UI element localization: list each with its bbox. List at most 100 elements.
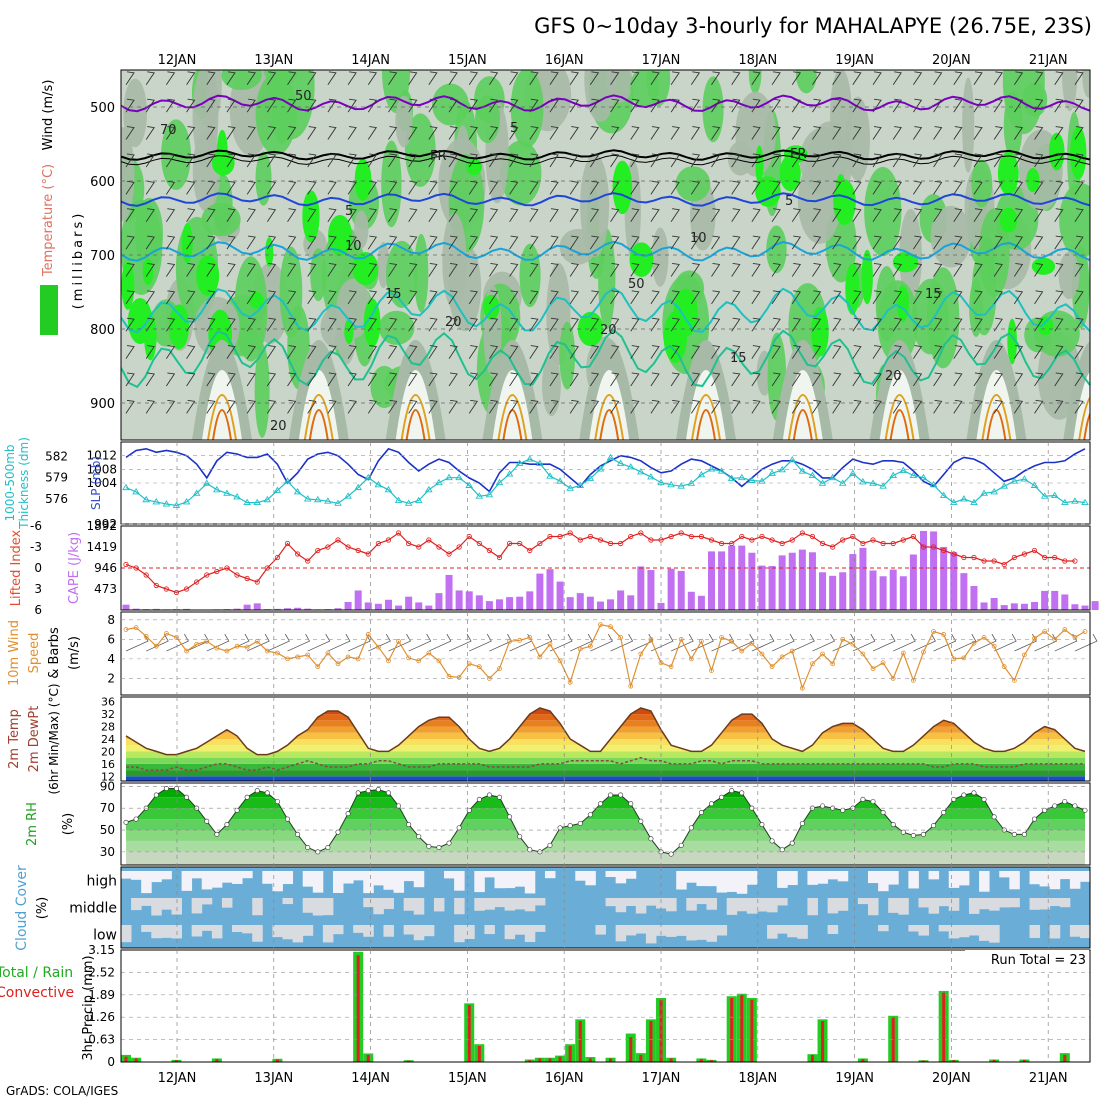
wind-barb xyxy=(650,317,660,332)
wind-barb xyxy=(448,235,458,250)
cloud-gap xyxy=(514,925,526,935)
wind-barb xyxy=(670,317,680,332)
wind-speed-point xyxy=(375,644,381,650)
cape-bar xyxy=(304,608,312,610)
wind-barb xyxy=(347,208,357,222)
thickness-point xyxy=(354,483,362,491)
convective-precip-bar xyxy=(810,1054,814,1062)
wind-barb xyxy=(812,345,822,359)
wind-barb xyxy=(973,98,983,113)
lifted-index-point xyxy=(355,547,361,554)
wind-barb xyxy=(832,208,842,222)
wind-speed-point xyxy=(941,632,947,637)
pressure-tick-label: 800 xyxy=(90,323,115,338)
thickness-point xyxy=(364,473,373,481)
lifted-index-point xyxy=(123,561,129,568)
cape-bar xyxy=(647,570,655,610)
cape-bar xyxy=(596,601,604,610)
wind-barb xyxy=(509,317,519,332)
lifted-index-point xyxy=(446,551,452,557)
thickness-point xyxy=(162,500,171,507)
wind-barb xyxy=(589,208,600,222)
thickness-point xyxy=(667,480,675,488)
cloud-gap xyxy=(484,871,495,878)
thickness-point xyxy=(1010,477,1019,484)
rh-shade xyxy=(1082,70,1090,98)
wind-barb xyxy=(327,180,337,195)
surface-wind-barb xyxy=(529,633,553,652)
wind-barb xyxy=(529,71,539,86)
wind-barb xyxy=(1013,290,1024,305)
rh-shade-high xyxy=(181,223,193,264)
lifted-index-point xyxy=(971,554,977,561)
temperature-axis-label: Temperature (°C) xyxy=(41,164,56,277)
wind-barb xyxy=(246,372,256,387)
cloud-gap xyxy=(807,898,818,916)
2m-rh-point xyxy=(779,847,785,853)
wind-barb xyxy=(1013,345,1024,359)
wind-speed-point xyxy=(1001,664,1007,670)
wind-barb xyxy=(711,208,721,222)
wind-barb xyxy=(1054,263,1064,277)
wind-barb xyxy=(287,317,297,332)
contour-label: 50 xyxy=(628,277,645,292)
precip-axis-label: 3hr Precip (mm) xyxy=(81,955,96,1060)
rh-shade xyxy=(962,77,975,173)
wind-barb xyxy=(973,372,983,387)
wind-barb xyxy=(327,263,337,277)
temp-contour-30 xyxy=(405,409,426,440)
wind-barb xyxy=(670,399,680,414)
wind-speed-point xyxy=(820,651,825,657)
wind-barb xyxy=(468,263,478,277)
cape-bar xyxy=(506,597,514,610)
wind-barb xyxy=(832,153,842,168)
thickness-point xyxy=(243,498,251,506)
cloud-gap xyxy=(383,898,394,910)
contour-label: 10 xyxy=(345,239,362,254)
contour-label: FR xyxy=(430,149,447,164)
cloud-gap xyxy=(423,925,435,937)
cape-bar xyxy=(1010,603,1018,610)
wind-barb xyxy=(428,399,438,414)
contour-label: 15 xyxy=(925,287,942,302)
wind-barb xyxy=(832,235,842,250)
thickness-point xyxy=(616,459,625,466)
wind-barb xyxy=(993,153,1003,168)
2m-rh-point xyxy=(1032,816,1038,822)
cape-bar xyxy=(334,608,342,610)
cloud-gap xyxy=(938,925,950,932)
surface-wind-barb xyxy=(812,633,836,652)
wind-barb xyxy=(529,290,539,305)
cloud-gap xyxy=(201,925,213,931)
lifted-index-point xyxy=(1021,551,1028,557)
surface-wind-barb xyxy=(993,633,1017,652)
wind-barb xyxy=(1074,126,1084,140)
thickness-point xyxy=(697,470,706,478)
thickness-point xyxy=(828,473,837,481)
convective-precip-bar xyxy=(609,1058,613,1062)
thickness-point xyxy=(707,465,716,472)
wind-barb xyxy=(953,263,963,277)
wind-barb xyxy=(367,71,378,86)
cloud-gap xyxy=(131,898,142,911)
wind-barb xyxy=(246,290,256,305)
cloud-gap xyxy=(928,898,940,914)
date-label-top: 19JAN xyxy=(835,53,874,68)
temp-contour-5 xyxy=(121,192,1090,207)
lifted-index-point xyxy=(830,544,836,550)
contour-label: 50 xyxy=(295,89,312,104)
wind-speed-point xyxy=(779,654,785,660)
2m-rh-point xyxy=(406,822,412,828)
wind-barb xyxy=(327,372,337,387)
wind-barb xyxy=(610,235,620,250)
pressure-tick-label: 500 xyxy=(90,101,115,116)
wind-barb xyxy=(832,399,842,414)
wind-barb xyxy=(549,290,559,305)
wind-barb xyxy=(731,98,741,113)
wind-barb xyxy=(973,180,983,195)
lifted-index-point xyxy=(204,572,210,578)
wind-barb xyxy=(610,71,620,86)
2m-rh-point xyxy=(729,788,735,794)
cloud-gap xyxy=(332,925,344,935)
wind-speed-point xyxy=(194,641,200,647)
